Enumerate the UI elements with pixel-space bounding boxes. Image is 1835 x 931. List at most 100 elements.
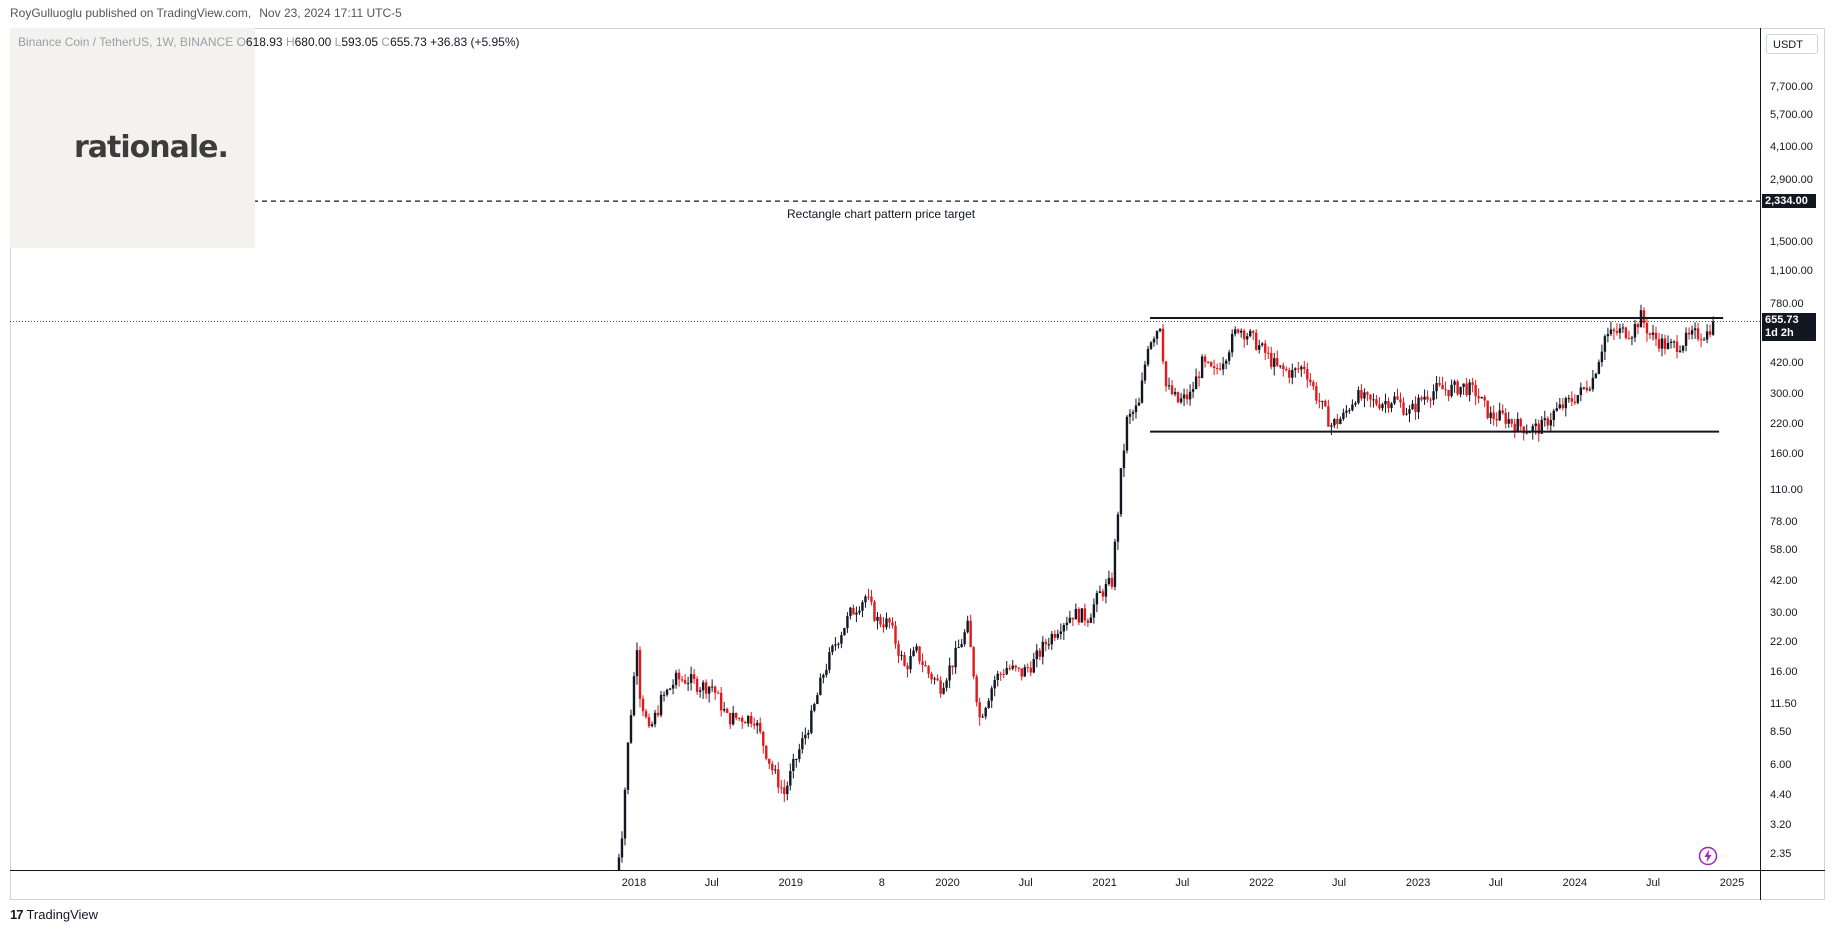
candle-body <box>1041 641 1044 657</box>
symbol-legend[interactable]: Binance Coin / TetherUS, 1W, BINANCE O61… <box>18 35 520 49</box>
candle <box>1396 388 1399 401</box>
candle-body <box>1483 396 1486 401</box>
candle-body <box>1209 362 1213 367</box>
candle <box>759 717 762 735</box>
candle <box>885 612 888 630</box>
candle-body <box>1306 369 1309 380</box>
candle-body <box>894 625 897 644</box>
candle <box>1522 425 1525 441</box>
candle-body <box>762 731 765 746</box>
time-tick-label: Jul <box>1645 877 1661 889</box>
candle-body <box>1339 418 1342 425</box>
candle <box>1663 334 1667 355</box>
candle <box>1576 394 1580 405</box>
candle <box>1342 408 1345 421</box>
candle-body <box>1026 667 1029 669</box>
candle-body <box>1615 331 1619 333</box>
candle-body <box>1297 368 1300 370</box>
candle-body <box>1095 593 1099 605</box>
candle-body <box>897 643 900 656</box>
candle-body <box>695 678 699 692</box>
candle-body <box>1035 650 1038 660</box>
candle <box>1089 613 1093 624</box>
candle <box>1071 617 1075 626</box>
candle <box>1083 603 1087 626</box>
currency-button[interactable]: USDT <box>1766 34 1818 54</box>
candle <box>1098 585 1102 594</box>
tradingview-brand: TradingView <box>26 907 99 922</box>
candle <box>1516 412 1519 432</box>
candle-body <box>1218 368 1222 370</box>
candle <box>1092 598 1096 624</box>
candle-body <box>653 712 657 725</box>
candle-body <box>659 694 663 716</box>
candle <box>774 765 777 774</box>
candle <box>945 677 948 692</box>
candle <box>963 629 966 647</box>
candle-body <box>1480 396 1483 399</box>
candle-body <box>990 688 993 701</box>
candle <box>1155 330 1159 345</box>
tradingview-footer-logo[interactable]: 17 TradingView <box>10 907 98 922</box>
candle <box>1261 342 1264 347</box>
candle <box>879 613 882 628</box>
price-plot[interactable] <box>10 28 1760 870</box>
candle-body <box>867 596 870 598</box>
candle-body <box>1023 667 1026 677</box>
candle <box>1387 397 1390 413</box>
candle <box>1020 668 1023 681</box>
candle-body <box>1348 410 1351 412</box>
candle <box>677 669 681 687</box>
candle-body <box>1621 327 1625 329</box>
candle <box>1669 338 1673 349</box>
candle <box>1309 372 1312 386</box>
candle <box>1285 366 1288 372</box>
candle-body <box>1516 418 1519 431</box>
candle <box>1582 386 1586 390</box>
candle-body <box>873 601 876 621</box>
candle-body <box>1477 396 1480 399</box>
candle-body <box>1333 419 1336 426</box>
last-price-tag: 655.73 1d 2h <box>1762 313 1816 342</box>
candle <box>659 690 663 718</box>
candle <box>632 672 636 717</box>
candle-body <box>1230 333 1234 353</box>
candle <box>1267 346 1270 359</box>
candle <box>1687 327 1691 340</box>
candle <box>1125 415 1129 454</box>
candle <box>1008 664 1011 671</box>
candle <box>840 631 843 649</box>
candle-body <box>1170 385 1174 395</box>
candle-body <box>1245 336 1249 340</box>
candle <box>786 781 789 801</box>
candle <box>1059 623 1063 640</box>
candle <box>1017 666 1020 672</box>
candle <box>939 676 942 698</box>
candle <box>1288 367 1291 384</box>
candle <box>1273 352 1276 376</box>
candle-body <box>1203 356 1207 362</box>
candle-body <box>1071 617 1075 620</box>
candle-body <box>1525 432 1528 434</box>
candle-body <box>1050 633 1054 645</box>
candle-body <box>1327 406 1330 427</box>
price-tick-label: 220.00 <box>1770 417 1804 430</box>
candle-body <box>1426 396 1429 400</box>
candle-body <box>1672 341 1676 343</box>
candle <box>768 758 771 770</box>
candle <box>1549 412 1552 432</box>
candle-body <box>1336 419 1339 425</box>
candle <box>1170 380 1174 396</box>
candle-body <box>1239 330 1243 333</box>
change-value: +36.83 (+5.95%) <box>430 35 520 49</box>
replay-lightning-icon[interactable] <box>1698 846 1718 866</box>
candle <box>1618 323 1622 340</box>
candle <box>1645 317 1649 342</box>
candle-body <box>1510 419 1513 424</box>
candle <box>942 682 945 695</box>
candle <box>1414 396 1417 420</box>
candle <box>1206 360 1210 365</box>
candle <box>1471 377 1474 393</box>
price-target-annotation[interactable]: Rectangle chart pattern price target <box>787 207 976 221</box>
candle <box>1167 377 1171 390</box>
